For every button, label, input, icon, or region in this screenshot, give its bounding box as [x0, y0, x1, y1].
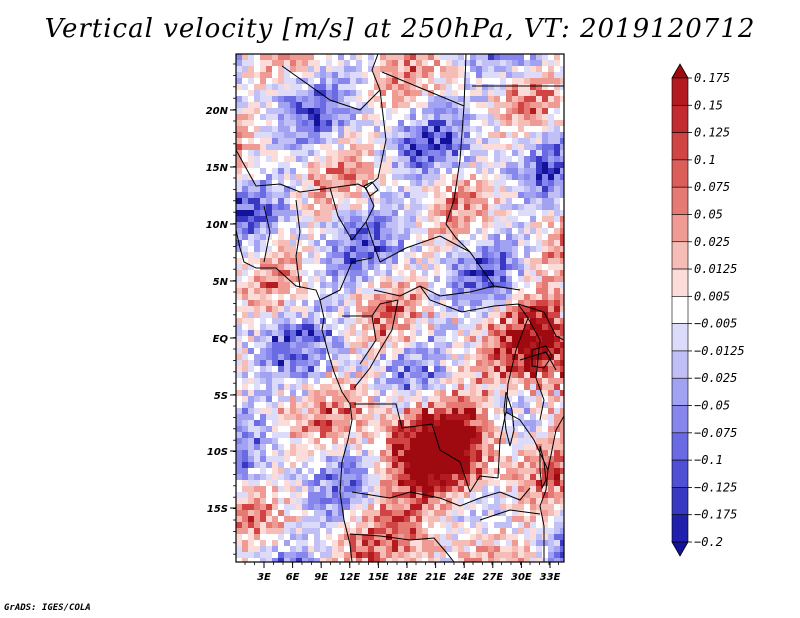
- map-frame: [235, 53, 565, 563]
- colorbar-label: 0.025: [694, 235, 730, 249]
- lon-label: 24E: [454, 572, 475, 583]
- border-congo: [353, 299, 399, 389]
- lon-label: 12E: [339, 572, 360, 583]
- colorbar-segment: [671, 296, 689, 324]
- colorbar-label: −0.125: [694, 480, 737, 494]
- colorbar-segment: [671, 77, 689, 106]
- colorbar-label: −0.075: [694, 426, 737, 440]
- colorbar-segment: [671, 350, 689, 379]
- border-north: [281, 54, 381, 111]
- lon-label: 18E: [397, 572, 418, 583]
- colorbar-label: 0.05: [694, 207, 723, 221]
- lon-label: 30E: [511, 572, 532, 583]
- colorbar-segment: [671, 214, 689, 243]
- lat-label: 15S: [207, 504, 228, 515]
- colorbar-min-arrow: [671, 541, 689, 557]
- border-zambia: [439, 475, 531, 507]
- lon-label: 27E: [482, 572, 503, 583]
- colorbar-label: 0.0125: [694, 262, 737, 276]
- colorbar-label: −0.025: [694, 371, 737, 385]
- colorbar-segment: [671, 405, 689, 434]
- lake-tanganyika: [503, 391, 515, 447]
- colorbar-max-arrow: [671, 63, 689, 79]
- colorbar-segment: [671, 377, 689, 406]
- border-angola: [351, 403, 471, 499]
- lon-label: 15E: [368, 572, 389, 583]
- colorbar-label: −0.05: [694, 399, 730, 413]
- border-south: [349, 509, 541, 562]
- lat-label: 5S: [214, 391, 228, 402]
- colorbar-label: −0.2: [694, 535, 723, 549]
- lat-label: EQ: [213, 334, 229, 345]
- colorbar-segment: [671, 132, 689, 161]
- lat-label: 10N: [206, 220, 229, 231]
- border-libya: [381, 54, 467, 107]
- colorbar-label: 0.1: [694, 153, 716, 167]
- velocity-field: [236, 54, 564, 562]
- border-chad-sudan: [445, 105, 521, 291]
- colorbar-label: −0.175: [694, 508, 737, 522]
- lon-axis: 3E 6E 9E 12E 15E 18E 21E 24E 27E 30E 33E: [244, 562, 561, 583]
- colorbar-label: −0.1: [694, 453, 723, 467]
- lake-chad: [363, 181, 379, 197]
- colorbar-segment: [671, 241, 689, 270]
- colorbar-segment: [671, 459, 689, 488]
- lat-label: 15N: [206, 163, 229, 174]
- lon-label: 33E: [540, 572, 561, 583]
- colorbar-segment: [671, 268, 689, 297]
- colorbar-segment: [671, 323, 689, 352]
- border-east-africa: [517, 303, 564, 421]
- colorbar-segment: [671, 159, 689, 188]
- border-niger-chad: [365, 89, 387, 263]
- colorbar-label: 0.005: [694, 289, 730, 303]
- colorbar-label: 0.15: [694, 98, 723, 112]
- lon-label: 3E: [257, 572, 271, 583]
- lat-label: 5N: [213, 277, 229, 288]
- colorbar-segment: [671, 487, 689, 516]
- colorbar-label: −0.005: [694, 317, 737, 331]
- lat-label: 20N: [206, 106, 229, 117]
- lat-label: 10S: [207, 447, 228, 458]
- coastline: [236, 229, 353, 562]
- colorbar-labels: 0.175 0.15 0.125 0.1 0.075 0.05 0.025 0.0125 0.0…: [688, 71, 745, 549]
- lake-malawi: [539, 445, 547, 490]
- border-nigeria: [263, 187, 367, 289]
- colorbar-label: 0.075: [694, 180, 730, 194]
- colorbar-segment: [671, 104, 689, 133]
- lon-label: 21E: [425, 572, 446, 583]
- coastline-east: [539, 415, 564, 562]
- map-title: Vertical velocity [m/s] at 250hPa, VT: 2…: [44, 14, 756, 44]
- colorbar-label: 0.125: [694, 126, 730, 140]
- colorbar-label: −0.0125: [694, 344, 745, 358]
- colorbar-segment: [671, 514, 689, 543]
- border-mali-niger: [236, 149, 367, 193]
- border-car: [373, 235, 495, 297]
- lat-axis: 20N 15N 10N 5N EQ 5S 10S 15S: [206, 63, 236, 555]
- border-cameroon: [319, 257, 399, 317]
- grads-credit: GrADS: IGES/COLA: [4, 603, 91, 613]
- colorbar-segment: [671, 186, 689, 215]
- lon-label: 6E: [286, 572, 300, 583]
- colorbar: [671, 63, 689, 557]
- colorbar-segment: [671, 432, 689, 461]
- lon-label: 9E: [314, 572, 328, 583]
- lake-victoria: [531, 345, 553, 369]
- colorbar-label: 0.175: [694, 71, 730, 85]
- country-borders: [236, 54, 564, 562]
